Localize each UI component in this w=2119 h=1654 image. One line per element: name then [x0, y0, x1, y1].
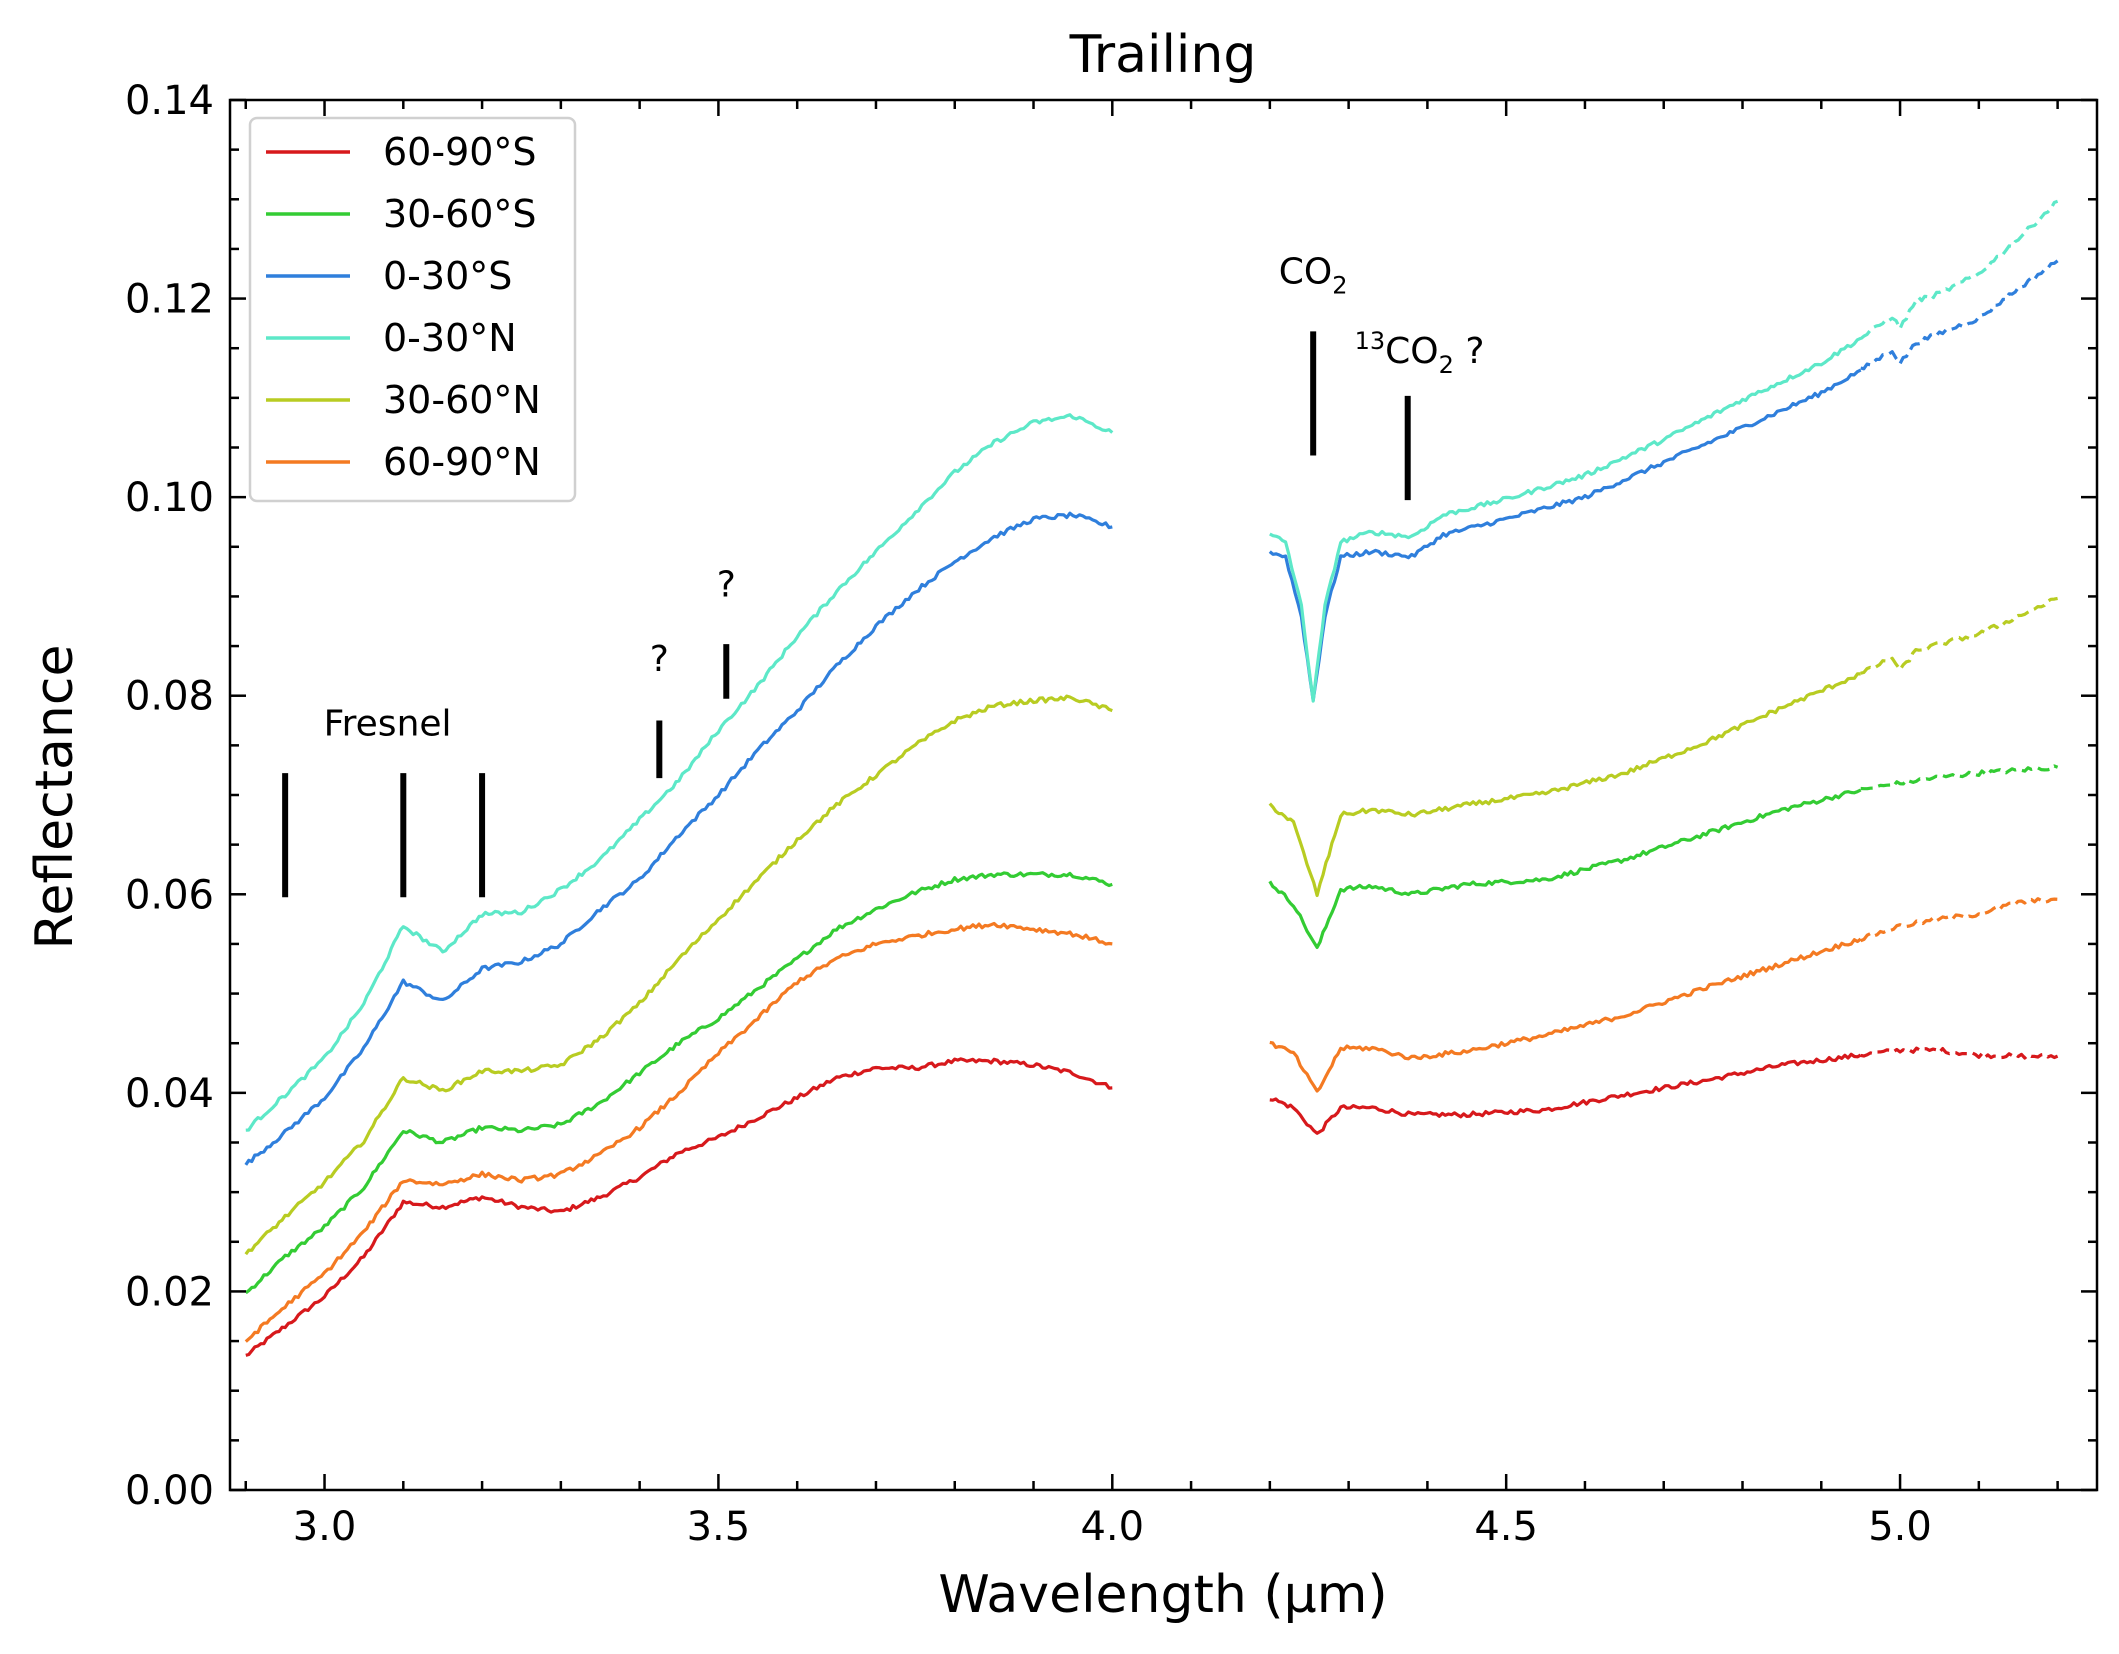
annotation-unknown2: ? — [717, 564, 736, 699]
series-line-segment1 — [244, 511, 1113, 1166]
y-tick-label: 0.04 — [125, 1071, 214, 1117]
annotation-label-main: ? — [650, 639, 669, 680]
x-tick-label: 3.0 — [293, 1504, 357, 1550]
series-30-60°N — [244, 596, 2058, 1256]
series-line-segment2 — [1268, 368, 1862, 702]
x-tick-label: 3.5 — [687, 1504, 751, 1550]
annotation-fresnel: Fresnel — [282, 703, 486, 898]
annotation-label-main: Fresnel — [324, 703, 452, 744]
series-0-30°S — [244, 259, 2059, 1166]
x-axis-title: Wavelength (μm) — [938, 1565, 1387, 1625]
y-tick-label: 0.02 — [125, 1269, 214, 1315]
series-30-60°S — [244, 764, 2059, 1295]
legend-label: 30-60°S — [383, 192, 537, 236]
series-line-segment1 — [244, 921, 1113, 1343]
legend: 60-90°S 30-60°S 0-30°S 0-30°N 30-60°N 60-90°N — [248, 116, 577, 503]
series-line-segment2 — [1269, 1052, 1862, 1135]
series-line-segment3 — [1860, 259, 2059, 371]
annotation-label-main: ? — [717, 564, 736, 605]
annotation-label-sub: 2 — [1439, 351, 1454, 379]
y-axis-ticks: 0.00 0.02 0.04 0.06 0.08 0.10 0.12 0.14 — [125, 78, 2097, 1514]
y-axis-title: Reflectance — [25, 645, 85, 950]
legend-label: 0-30°S — [383, 254, 512, 298]
y-tick-label: 0.14 — [125, 78, 214, 124]
annotation-co2: CO2 — [1279, 252, 1348, 456]
y-tick-label: 0.06 — [125, 872, 214, 918]
annotation-label: CO2 — [1279, 252, 1348, 300]
annotation-label-suffix: ? — [1454, 331, 1485, 372]
series-line-segment3 — [1860, 897, 2058, 943]
x-tick-label: 4.5 — [1474, 1504, 1538, 1550]
annotation-c13o2: 13CO2 ? — [1355, 327, 1485, 501]
x-tick-label: 5.0 — [1868, 1504, 1932, 1550]
series-60-90°N — [244, 897, 2058, 1343]
annotation-label-main: CO — [1279, 252, 1332, 293]
series-line-segment1 — [245, 1057, 1113, 1357]
series-line-segment2 — [1268, 672, 1861, 898]
annotation-label: ? — [650, 639, 669, 680]
series-line-segment1 — [245, 413, 1114, 1132]
annotation-label: ? — [717, 564, 736, 605]
legend-label: 60-90°S — [383, 130, 537, 174]
x-tick-label: 4.0 — [1080, 1504, 1144, 1550]
series-line-segment1 — [244, 694, 1113, 1256]
legend-label: 30-60°N — [383, 378, 541, 422]
series-line-segment2 — [1268, 788, 1862, 949]
legend-label: 60-90°N — [383, 440, 541, 484]
x-axis-ticks: 3.0 3.5 4.0 4.5 5.0 — [244, 100, 2059, 1550]
y-tick-label: 0.10 — [125, 475, 214, 521]
series-0-30°N — [245, 199, 2059, 1132]
series-line-segment3 — [1860, 764, 2059, 791]
annotation-unknown1: ? — [650, 639, 669, 779]
annotation-label: 13CO2 ? — [1355, 327, 1485, 379]
legend-label: 0-30°N — [383, 316, 517, 360]
series-60-90°S — [245, 1046, 2059, 1357]
annotation-label-main: CO — [1385, 331, 1438, 372]
chart-title: Trailing — [1069, 25, 1257, 85]
annotation-label-sub: 2 — [1332, 272, 1347, 300]
series-line-segment3 — [1859, 199, 2059, 340]
annotation-label: Fresnel — [324, 703, 452, 744]
annotation-label-sup: 13 — [1355, 327, 1386, 355]
series-line-segment2 — [1269, 336, 1862, 703]
y-tick-label: 0.08 — [125, 674, 214, 720]
series-line-segment1 — [244, 871, 1113, 1295]
series-line-segment2 — [1269, 937, 1862, 1093]
series-line-segment3 — [1860, 596, 2058, 675]
y-tick-label: 0.12 — [125, 277, 214, 323]
series-line-segment3 — [1860, 1046, 2059, 1060]
y-tick-label: 0.00 — [125, 1468, 214, 1514]
